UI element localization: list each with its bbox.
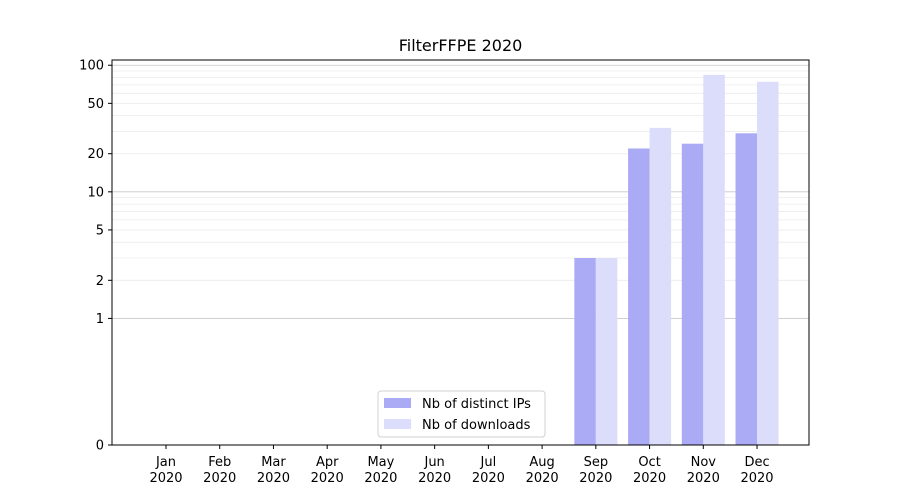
x-tick-label-month: May xyxy=(367,455,394,470)
bar-distinct-ips xyxy=(628,148,650,445)
y-tick-label: 0 xyxy=(96,439,104,454)
x-tick-label-year: 2020 xyxy=(257,471,290,486)
x-tick-label-month: Sep xyxy=(584,455,609,470)
x-tick-label-year: 2020 xyxy=(633,471,666,486)
x-tick-label-year: 2020 xyxy=(687,471,720,486)
x-tick-label-year: 2020 xyxy=(364,471,397,486)
y-tick-label: 10 xyxy=(87,185,104,200)
x-tick-label-month: Feb xyxy=(208,455,231,470)
legend-box xyxy=(377,390,546,438)
x-tick-label-year: 2020 xyxy=(149,471,182,486)
x-tick-label-year: 2020 xyxy=(203,471,236,486)
x-axis: Jan2020Feb2020Mar2020Apr2020May2020Jun20… xyxy=(149,445,774,486)
plot-frame xyxy=(111,59,810,446)
legend: Nb of distinct IPs Nb of downloads xyxy=(377,390,546,438)
legend-swatch xyxy=(384,398,411,408)
x-tick-label-month: Jul xyxy=(480,455,497,470)
bar-distinct-ips xyxy=(574,258,596,445)
x-tick-label-year: 2020 xyxy=(740,471,773,486)
y-tick-label: 100 xyxy=(79,59,104,74)
bar-downloads xyxy=(595,258,618,445)
legend-label: Nb of distinct IPs xyxy=(422,397,531,412)
x-tick-label-month: Dec xyxy=(744,455,769,470)
x-tick-label-month: Nov xyxy=(691,455,717,470)
bar-distinct-ips xyxy=(681,143,704,445)
x-tick-label-month: Jun xyxy=(423,455,444,470)
bar-downloads xyxy=(649,127,672,445)
x-tick-label-month: Apr xyxy=(316,455,339,470)
y-tick-label: 50 xyxy=(87,97,104,112)
y-tick-label: 1 xyxy=(96,312,104,327)
x-tick-label-year: 2020 xyxy=(579,471,612,486)
y-tick-label: 5 xyxy=(96,223,104,238)
chart-title: FilterFFPE 2020 xyxy=(399,36,523,55)
bar-downloads xyxy=(757,81,779,445)
x-tick-label-month: Oct xyxy=(638,455,660,470)
x-tick-label-year: 2020 xyxy=(418,471,451,486)
x-tick-label-year: 2020 xyxy=(311,471,344,486)
legend-label: Nb of downloads xyxy=(422,418,531,433)
x-tick-label-month: Aug xyxy=(529,455,554,470)
x-tick-label-month: Mar xyxy=(261,455,286,470)
bars xyxy=(574,74,779,445)
x-tick-label-month: Jan xyxy=(155,455,176,470)
x-tick-label-year: 2020 xyxy=(526,471,559,486)
y-tick-label: 20 xyxy=(87,147,104,162)
x-tick-label-year: 2020 xyxy=(472,471,505,486)
y-tick-label: 2 xyxy=(96,274,104,289)
bar-downloads xyxy=(703,74,725,445)
y-axis: 0 1 2 5 10 20 50 100 xyxy=(79,59,112,454)
bar-distinct-ips xyxy=(735,133,758,445)
legend-swatch xyxy=(384,419,411,429)
